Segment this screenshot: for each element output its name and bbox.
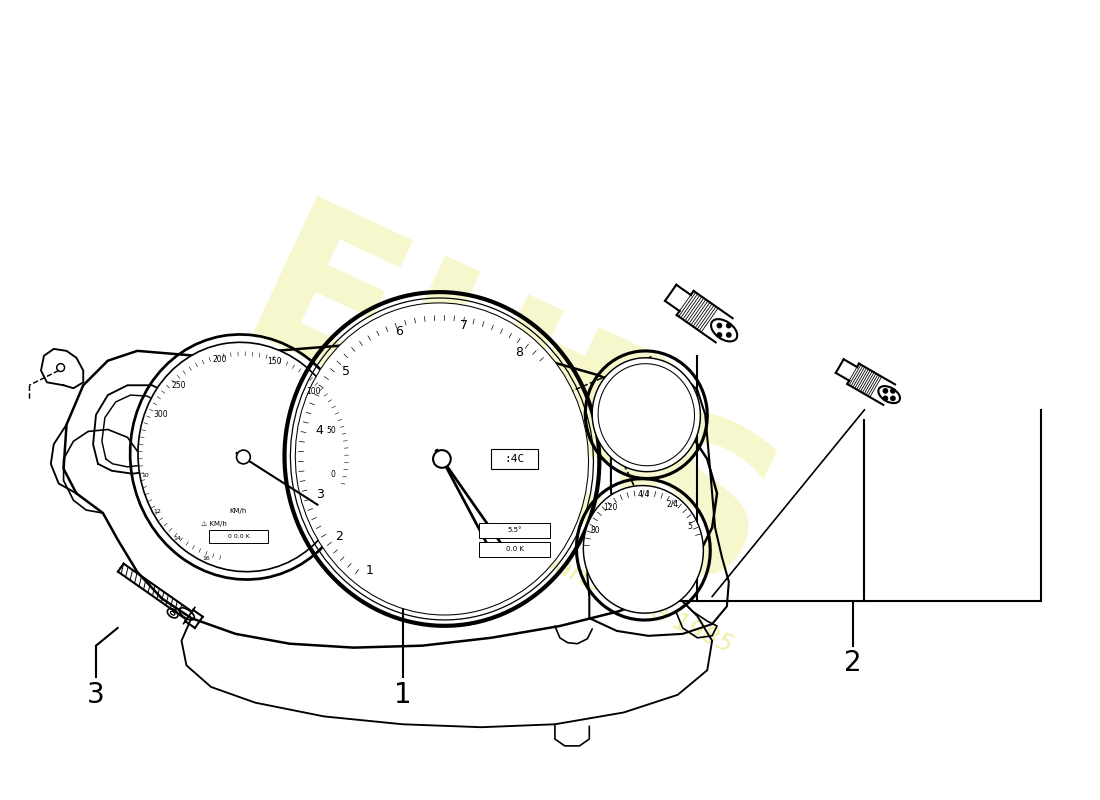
Circle shape — [883, 389, 888, 393]
Circle shape — [883, 396, 888, 401]
Text: 200: 200 — [212, 354, 227, 364]
Ellipse shape — [295, 303, 588, 615]
Text: 14: 14 — [173, 535, 180, 541]
Text: 80: 80 — [591, 526, 601, 535]
Text: ES: ES — [453, 335, 804, 642]
Bar — [209, 530, 268, 543]
Text: 0 0.0 K: 0 0.0 K — [228, 534, 250, 539]
Text: 2/4: 2/4 — [667, 500, 679, 509]
Text: EUR: EUR — [214, 189, 728, 571]
Circle shape — [727, 323, 732, 328]
Text: 16: 16 — [202, 556, 210, 561]
Text: ⚠ KM/h: ⚠ KM/h — [201, 521, 227, 527]
Text: 6: 6 — [395, 325, 403, 338]
Ellipse shape — [711, 319, 737, 342]
Circle shape — [433, 450, 451, 468]
Text: 5: 5 — [688, 522, 692, 530]
Circle shape — [717, 323, 722, 328]
Text: 10: 10 — [142, 474, 150, 478]
Circle shape — [717, 333, 722, 337]
Text: 300: 300 — [153, 410, 168, 418]
Text: 5: 5 — [342, 366, 350, 378]
Text: 0: 0 — [331, 470, 335, 479]
Text: 120: 120 — [603, 502, 618, 512]
Text: 4/4: 4/4 — [637, 490, 649, 499]
Text: KM/h: KM/h — [230, 508, 248, 514]
Bar — [491, 449, 538, 469]
Ellipse shape — [138, 342, 349, 572]
Text: 3: 3 — [87, 681, 104, 709]
Text: 5.5°: 5.5° — [507, 526, 521, 533]
Text: 1: 1 — [394, 681, 411, 709]
Text: 12: 12 — [154, 509, 162, 514]
Text: 4: 4 — [315, 424, 322, 438]
Text: 1: 1 — [366, 563, 374, 577]
Text: 100: 100 — [306, 387, 321, 397]
Bar — [480, 523, 550, 538]
Text: 0.0 K: 0.0 K — [506, 546, 524, 552]
Text: 2: 2 — [334, 530, 343, 543]
Text: 250: 250 — [172, 381, 186, 390]
Text: 7: 7 — [460, 319, 467, 332]
Circle shape — [727, 333, 732, 337]
Ellipse shape — [879, 386, 900, 403]
Text: 8: 8 — [515, 346, 524, 358]
Circle shape — [891, 389, 895, 393]
Bar — [480, 542, 550, 558]
Text: a passion for parts since 1985: a passion for parts since 1985 — [384, 476, 736, 658]
Circle shape — [891, 396, 895, 401]
Text: 2: 2 — [844, 650, 861, 678]
Text: :4C: :4C — [505, 454, 525, 464]
Ellipse shape — [592, 358, 701, 472]
Text: 50: 50 — [327, 426, 337, 435]
Ellipse shape — [583, 486, 703, 613]
Text: 150: 150 — [267, 358, 282, 366]
Circle shape — [236, 450, 251, 464]
Text: 3: 3 — [317, 487, 324, 501]
